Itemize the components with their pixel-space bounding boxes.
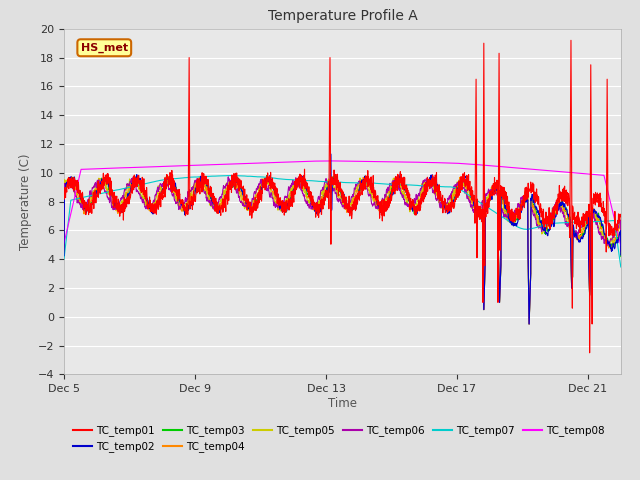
Line: TC_temp03: TC_temp03 [64,176,621,324]
TC_temp04 [367,186,374,192]
TC_temp01 [104,179,111,185]
TC_temp04 [617,249,625,255]
TC_temp05 [525,321,533,327]
TC_temp02 [327,151,335,157]
TC_temp03 [525,321,533,327]
TC_temp07 [104,189,111,195]
TC_temp04 [499,198,507,204]
TC_temp06 [60,247,68,253]
TC_temp01 [586,350,593,356]
Text: HS_met: HS_met [81,43,128,53]
TC_temp02 [173,191,180,197]
TC_temp08 [499,164,507,169]
TC_temp06 [525,321,533,327]
TC_temp05 [60,247,68,252]
TC_temp03 [617,254,625,260]
TC_temp06 [367,193,374,199]
TC_temp06 [104,195,111,201]
TC_temp03 [104,178,111,184]
TC_temp08 [104,166,111,171]
TC_temp08 [328,158,335,164]
TC_temp02 [60,253,68,259]
Line: TC_temp05: TC_temp05 [64,178,621,324]
TC_temp03 [263,173,271,179]
TC_temp05 [499,206,507,212]
TC_temp01 [227,182,235,188]
Line: TC_temp02: TC_temp02 [64,154,621,324]
TC_temp01 [60,187,68,193]
TC_temp05 [227,177,235,183]
TC_temp04 [173,196,180,202]
TC_temp08 [60,240,68,246]
TC_temp01 [366,180,374,185]
TC_temp08 [180,163,188,168]
TC_temp06 [173,199,180,205]
TC_temp06 [228,181,236,187]
Line: TC_temp08: TC_temp08 [64,161,621,245]
TC_temp01 [499,184,506,190]
Line: TC_temp01: TC_temp01 [64,40,621,353]
TC_temp07 [227,173,235,179]
TC_temp01 [173,193,180,199]
Title: Temperature Profile A: Temperature Profile A [268,10,417,24]
TC_temp07 [367,180,374,186]
TC_temp06 [180,201,188,206]
TC_temp07 [617,264,625,270]
TC_temp03 [60,253,68,259]
TC_temp06 [225,174,232,180]
TC_temp04 [60,250,68,256]
TC_temp02 [104,179,111,184]
TC_temp03 [499,197,507,203]
TC_temp07 [230,173,237,179]
TC_temp07 [499,215,507,220]
TC_temp03 [367,185,374,191]
TC_temp02 [367,181,374,187]
TC_temp03 [173,191,180,196]
TC_temp05 [173,199,180,205]
TC_temp08 [173,163,180,169]
TC_temp03 [180,208,188,214]
TC_temp04 [104,189,111,194]
TC_temp04 [180,208,188,214]
TC_temp08 [617,242,625,248]
TC_temp02 [499,194,507,200]
TC_temp08 [227,161,235,167]
TC_temp02 [525,321,533,327]
TC_temp07 [173,176,180,181]
TC_temp02 [180,207,188,213]
TC_temp02 [617,252,625,258]
X-axis label: Time: Time [328,397,357,410]
TC_temp02 [227,179,235,184]
TC_temp05 [356,175,364,181]
TC_temp05 [180,204,188,209]
TC_temp04 [362,172,369,178]
TC_temp01 [180,207,188,213]
TC_temp03 [227,179,235,184]
TC_temp04 [525,321,533,327]
TC_temp07 [180,175,188,180]
TC_temp06 [617,248,625,254]
TC_temp06 [499,210,507,216]
Legend: TC_temp01, TC_temp02, TC_temp03, TC_temp04, TC_temp05, TC_temp06, TC_temp07, TC_: TC_temp01, TC_temp02, TC_temp03, TC_temp… [69,421,609,456]
Line: TC_temp04: TC_temp04 [64,175,621,324]
Line: TC_temp07: TC_temp07 [64,176,621,267]
TC_temp05 [617,247,625,252]
TC_temp08 [367,159,374,165]
TC_temp05 [104,189,111,194]
TC_temp05 [367,191,374,196]
TC_temp07 [60,256,68,262]
TC_temp01 [617,214,625,219]
TC_temp01 [567,37,575,43]
Line: TC_temp06: TC_temp06 [64,177,621,324]
Y-axis label: Temperature (C): Temperature (C) [19,153,32,250]
TC_temp04 [227,179,235,185]
